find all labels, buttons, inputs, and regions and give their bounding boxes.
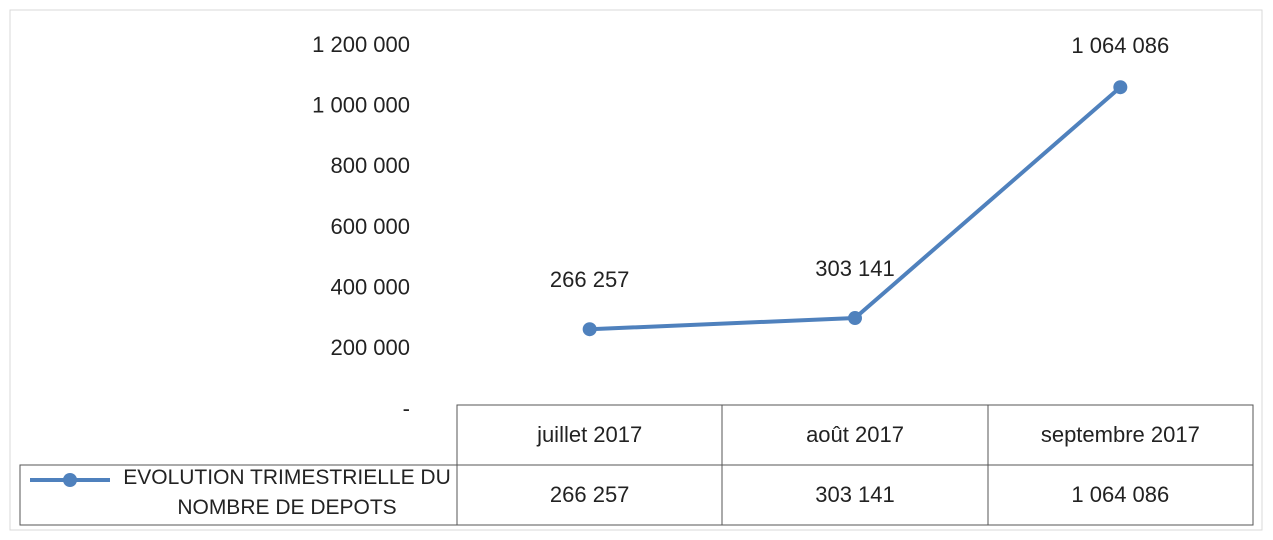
- legend-marker: [63, 473, 77, 487]
- table-value: 1 064 086: [1071, 482, 1169, 507]
- x-tick-label: juillet 2017: [536, 422, 642, 447]
- legend-cell: [19, 464, 458, 526]
- y-tick-label: 1 200 000: [312, 32, 410, 57]
- x-tick-label: août 2017: [806, 422, 904, 447]
- y-tick-label: 400 000: [330, 274, 410, 299]
- data-table: [19, 404, 1254, 526]
- y-tick-label: 200 000: [330, 335, 410, 360]
- data-point: [582, 322, 597, 337]
- y-tick-label: 800 000: [330, 153, 410, 178]
- chart-border: [9, 9, 1263, 531]
- data-label: 266 257: [550, 267, 630, 292]
- data-label: 1 064 086: [1071, 33, 1169, 58]
- series-line: [589, 85, 1122, 332]
- legend-label: EVOLUTION TRIMESTRIELLE DU NOMBRE DE DEP…: [123, 466, 451, 519]
- data-point: [1113, 80, 1128, 95]
- y-tick-label: 1 000 000: [312, 92, 410, 117]
- y-tick-label: -: [403, 396, 410, 421]
- table-value: 266 257: [550, 482, 630, 507]
- data-point: [848, 311, 862, 326]
- x-tick-label: septembre 2017: [1041, 422, 1200, 447]
- data-label: 303 141: [815, 256, 895, 281]
- table-value: 303 141: [815, 482, 895, 507]
- y-tick-label: 600 000: [330, 214, 410, 239]
